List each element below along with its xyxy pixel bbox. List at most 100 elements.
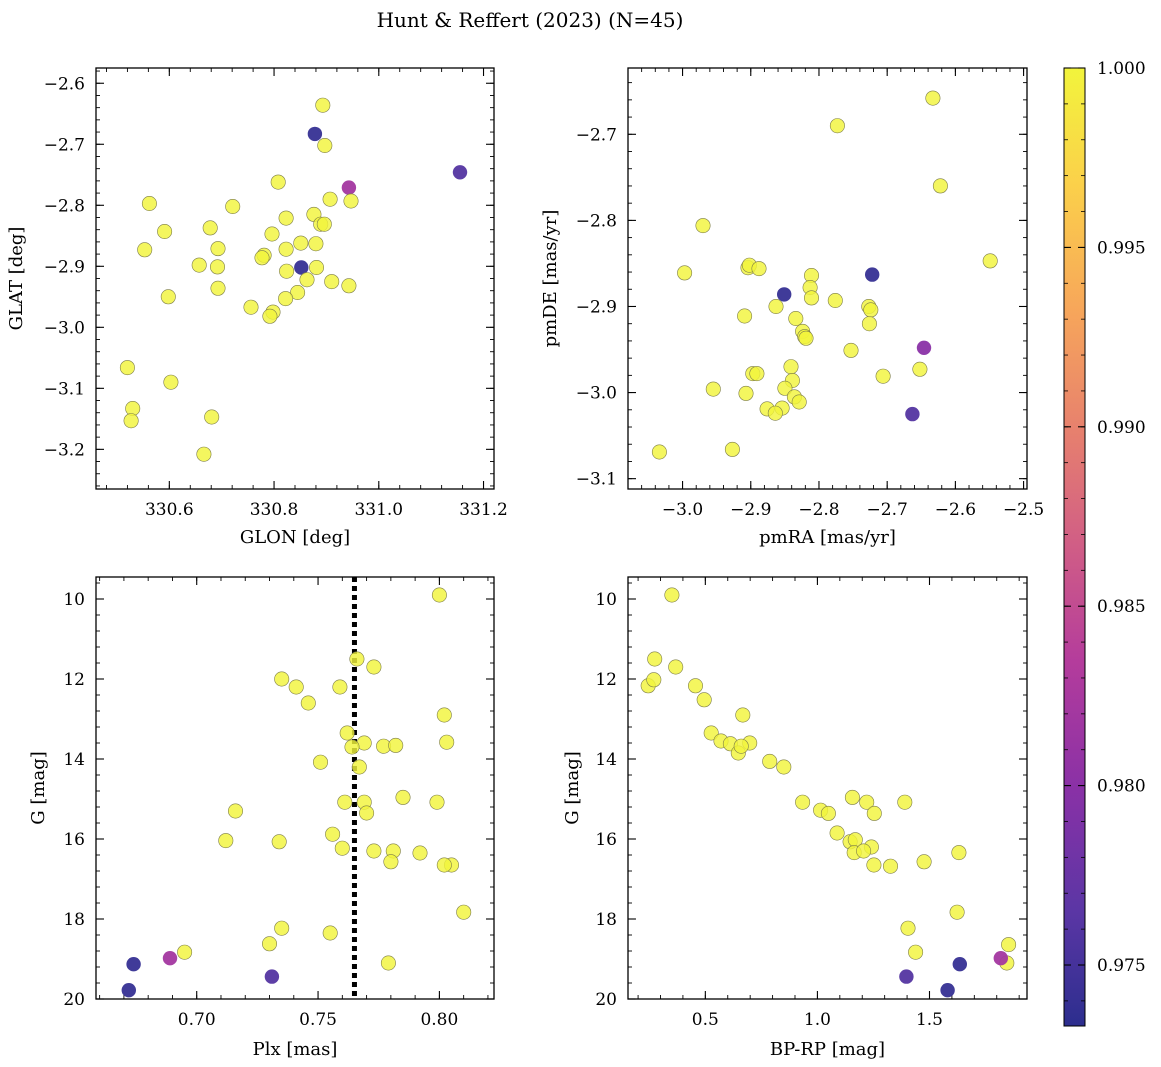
data-point — [843, 342, 859, 358]
data-point — [160, 289, 176, 305]
colorbar-tick-label: 0.985 — [1097, 597, 1146, 617]
data-point — [278, 291, 294, 307]
colorbar: 0.975 0.980 0.985 0.990 0.995 1.000 — [1063, 59, 1146, 1027]
y-tick-label: −3.2 — [44, 440, 85, 460]
x-tick-label: 0.75 — [299, 1010, 337, 1030]
data-point — [436, 857, 452, 873]
panel-glon-glat: 330.6 330.8 331.0 331.2 −3.2 −3.1 −3.0 −2.9 −2.8… — [6, 67, 508, 548]
data-point — [366, 843, 382, 859]
figure-title: Hunt & Reffert (2023) (N=45) — [377, 8, 684, 32]
data-point — [349, 651, 365, 667]
data-point — [254, 250, 270, 266]
data-point — [308, 236, 324, 252]
y-tick-label: −3.0 — [44, 318, 85, 338]
data-point — [452, 165, 468, 180]
data-point — [664, 587, 680, 603]
data-point — [294, 260, 309, 275]
y-axis-label: GLAT [deg] — [6, 227, 27, 331]
data-point — [762, 753, 778, 769]
x-tick-label: 1.5 — [916, 1010, 943, 1030]
data-point — [897, 794, 913, 810]
data-point — [777, 287, 792, 302]
data-point — [196, 446, 212, 462]
x-axis-label: Plx [mas] — [253, 1039, 338, 1060]
x-tick-label: −2.6 — [935, 500, 976, 520]
data-point — [274, 920, 290, 936]
data-point — [861, 316, 877, 332]
data-point — [334, 840, 350, 856]
y-tick-label: −2.7 — [44, 135, 85, 155]
data-point — [202, 220, 218, 236]
data-point — [905, 406, 920, 422]
data-point — [916, 340, 932, 355]
data-point — [829, 118, 845, 134]
data-point — [293, 235, 309, 251]
data-point — [141, 196, 157, 212]
data-point — [290, 284, 306, 300]
data-point — [341, 278, 357, 294]
data-point — [119, 360, 135, 376]
x-tick-label: 0.80 — [420, 1010, 458, 1030]
data-point — [795, 794, 811, 810]
x-tick-label: −2.7 — [867, 500, 908, 520]
data-point — [300, 695, 316, 711]
y-tick-label: −3.1 — [576, 470, 617, 490]
y-tick-label: 16 — [595, 830, 617, 850]
x-tick-label: 0.70 — [178, 1010, 216, 1030]
data-point — [359, 805, 375, 821]
data-point — [724, 441, 740, 457]
data-point — [777, 380, 793, 396]
data-point — [274, 671, 290, 687]
data-point — [288, 679, 304, 695]
data-point — [210, 241, 226, 257]
data-point — [341, 180, 357, 195]
data-point — [856, 843, 872, 859]
data-point — [776, 759, 792, 775]
colorbar-tick-label: 0.975 — [1097, 956, 1146, 976]
x-tick-label: 1.0 — [804, 1010, 831, 1030]
y-tick-label: −2.8 — [576, 211, 617, 231]
y-tick-label: −3.0 — [576, 384, 617, 404]
data-point — [916, 854, 932, 870]
x-tick-label: 330.6 — [145, 500, 194, 520]
data-point — [803, 290, 819, 306]
data-point — [751, 261, 767, 277]
data-point — [949, 904, 965, 920]
data-point — [316, 216, 332, 232]
data-point — [395, 789, 411, 805]
panel-pmra-pmde: −3.0 −2.9 −2.8 −2.7 −2.6 −2.5 −3.1 −3.0 −2.9 −2.8… — [540, 67, 1044, 548]
data-point — [900, 920, 916, 936]
y-tick-label: 10 — [595, 590, 617, 610]
data-point — [177, 944, 193, 960]
colorbar-tick-label: 0.980 — [1097, 777, 1146, 797]
data-point — [875, 368, 891, 384]
data-point — [351, 759, 367, 775]
data-point — [339, 725, 355, 741]
data-point — [677, 265, 693, 281]
data-point — [163, 374, 179, 390]
data-point — [343, 193, 359, 209]
panel-plx-g: 0.70 0.75 0.80 10 12 14 16 18 20 Plx [mas] G [mag] — [28, 576, 495, 1060]
data-point — [767, 405, 783, 421]
data-point — [123, 413, 139, 429]
data-point — [436, 707, 452, 723]
data-point — [696, 692, 712, 708]
data-point — [788, 310, 804, 326]
data-point — [324, 274, 340, 290]
data-point — [270, 174, 286, 190]
data-point — [380, 955, 396, 971]
data-point — [121, 983, 136, 998]
panel-bprp-g: 0.5 1.0 1.5 10 12 14 16 18 20 BP-RP [mag] G [mag] — [562, 576, 1028, 1060]
data-point — [705, 381, 721, 397]
y-tick-label: −2.7 — [576, 125, 617, 145]
y-tick-label: 18 — [63, 910, 85, 930]
data-point — [439, 734, 455, 750]
y-tick-label: 20 — [595, 990, 617, 1010]
data-point — [668, 659, 684, 675]
scatter-points — [651, 90, 998, 460]
data-point — [308, 259, 324, 275]
data-point — [412, 845, 428, 861]
data-point — [827, 292, 843, 308]
x-tick-label: 0.5 — [692, 1010, 719, 1030]
data-point — [322, 925, 338, 941]
